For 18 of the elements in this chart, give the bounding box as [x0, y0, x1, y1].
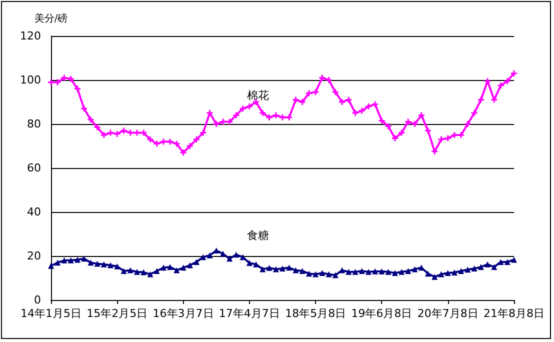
x-tick-label: 15年2月5日 — [86, 307, 148, 320]
y-tick-label: 20 — [27, 250, 41, 262]
x-tick-label: 21年8月8日 — [484, 307, 544, 320]
series-label: 棉花 — [247, 89, 269, 102]
y-tick-label: 80 — [27, 118, 41, 130]
series-label: 食糖 — [247, 229, 269, 242]
x-tick-label: 18年5月8日 — [285, 307, 346, 320]
x-tick-label: 16年3月7日 — [152, 307, 214, 320]
x-tick-label: 19年6月8日 — [351, 307, 412, 320]
y-tick-label: 40 — [27, 206, 41, 218]
y-tick-label: 60 — [27, 162, 41, 174]
y-tick-label: 100 — [20, 74, 41, 86]
x-tick-label: 14年1月5日 — [20, 307, 82, 320]
y-axis-title: 美分/磅 — [34, 12, 68, 24]
x-tick-label: 20年7月8日 — [417, 307, 478, 320]
x-tick-label: 17年4月7日 — [218, 307, 280, 320]
y-tick-label: 0 — [34, 294, 41, 306]
y-tick-label: 120 — [20, 30, 41, 42]
